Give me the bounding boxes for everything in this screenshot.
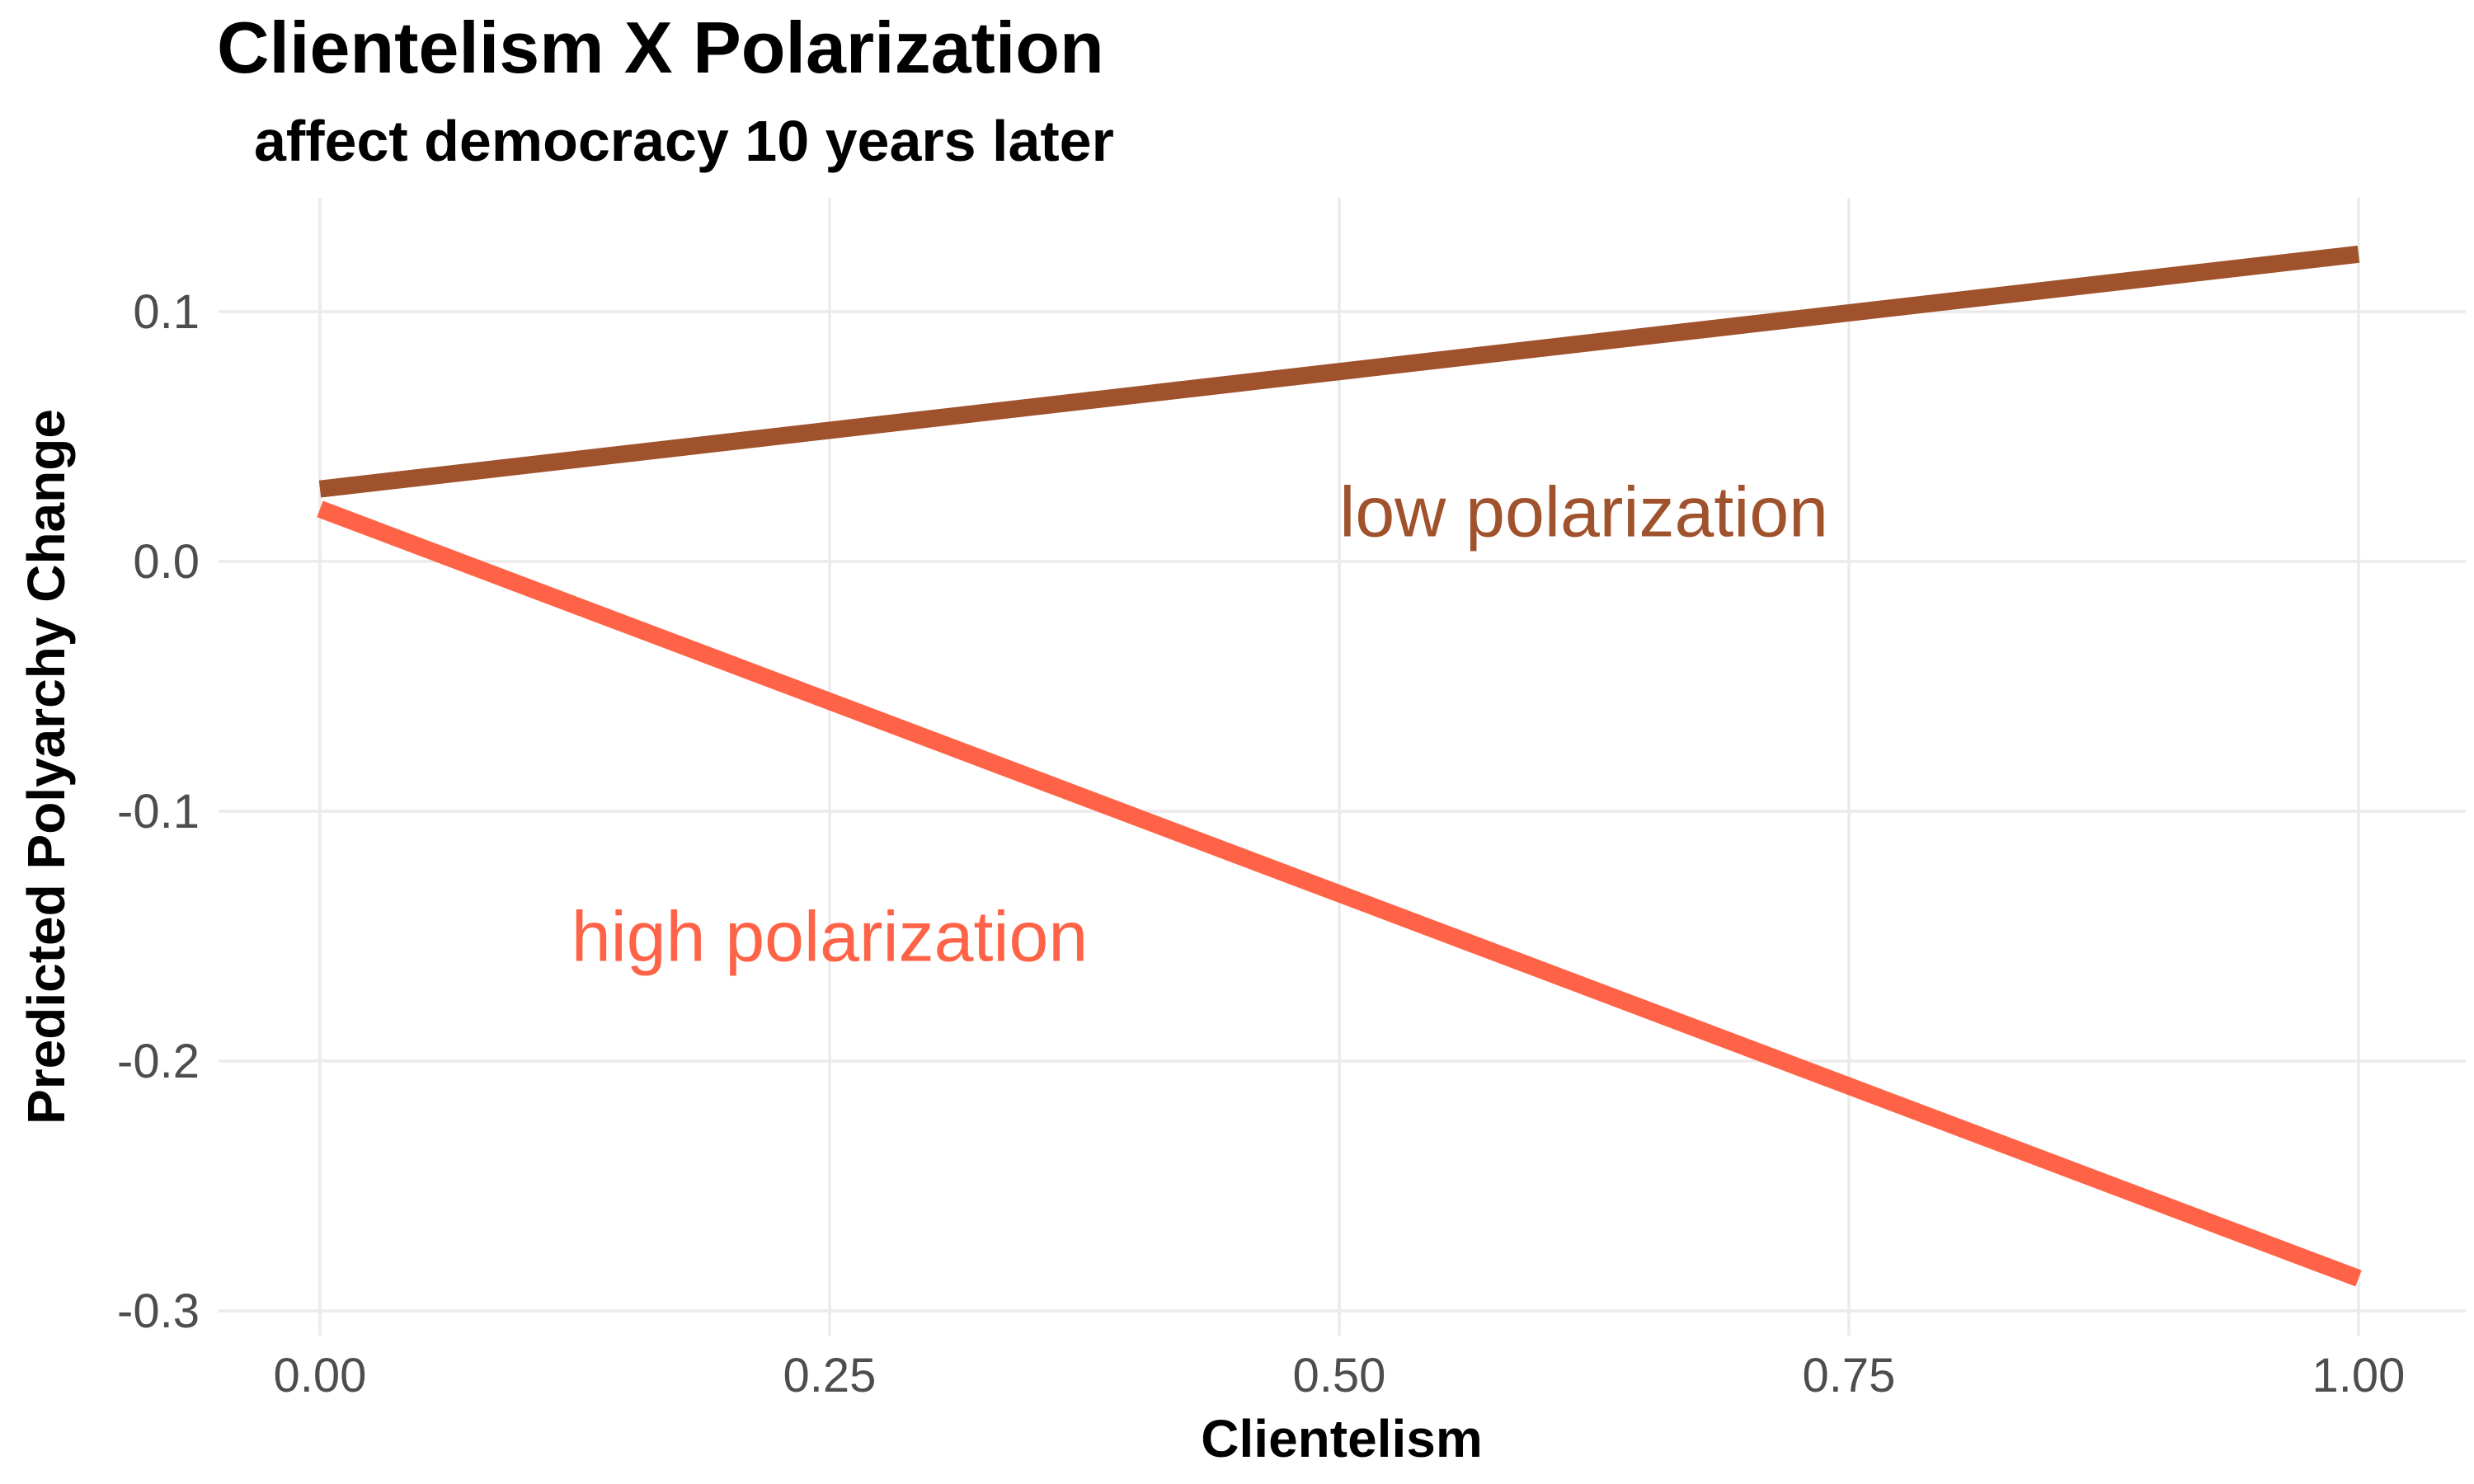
x-tick-label: 1.00: [2312, 1349, 2406, 1402]
x-tick-label: 0.50: [1293, 1349, 1386, 1402]
x-tick-label: 0.75: [1803, 1349, 1896, 1402]
series-line-low-polarization: [318, 245, 2360, 498]
y-tick-label: -0.3: [117, 1284, 200, 1338]
series-label-low-polarization: low polarization: [1339, 472, 1828, 552]
y-tick-label: 0.0: [133, 535, 200, 589]
axis-ticks: 0.00 0.25 0.50 0.75 1.00 0.1 0.0 -0.1 -0.2 -0.3: [117, 285, 2405, 1402]
series-label-high-polarization: high polarization: [571, 898, 1088, 977]
y-tick-label: 0.1: [133, 285, 200, 339]
grid: [219, 198, 2466, 1336]
x-tick-label: 0.25: [783, 1349, 877, 1402]
series-labels: low polarization high polarization: [571, 472, 1828, 976]
series-line-high-polarization: [317, 500, 2362, 1287]
x-tick-label: 0.00: [274, 1349, 367, 1402]
chart-subtitle: affect democracy 10 years later: [254, 109, 1114, 173]
series-lines: [317, 245, 2362, 1287]
chart-title: Clientelism X Polarization: [217, 7, 1104, 88]
x-axis-title: Clientelism: [1201, 1409, 1482, 1468]
y-tick-label: -0.1: [117, 785, 200, 838]
y-tick-label: -0.2: [117, 1035, 200, 1088]
y-axis-title: Predicted Polyarchy Change: [16, 409, 76, 1125]
